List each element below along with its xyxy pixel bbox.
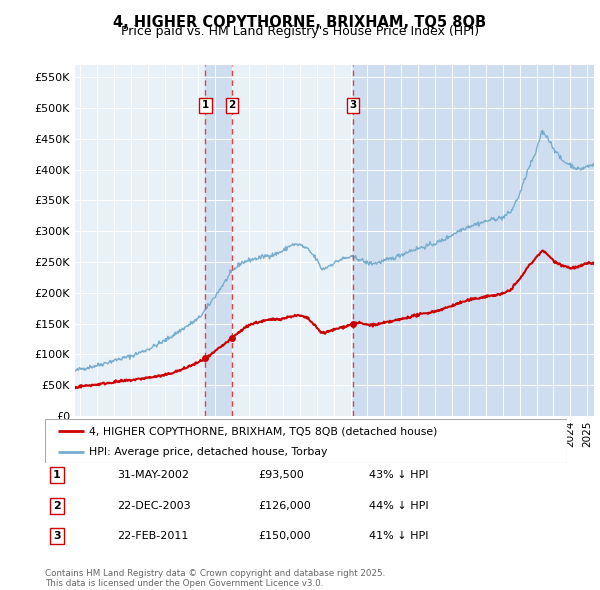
Text: 3: 3 [349,100,356,110]
Text: 1: 1 [202,100,209,110]
Text: 41% ↓ HPI: 41% ↓ HPI [369,532,428,541]
Text: 2: 2 [53,501,61,510]
Text: 22-DEC-2003: 22-DEC-2003 [117,501,191,510]
Text: £93,500: £93,500 [258,470,304,480]
Bar [205,65,232,416]
Bar [353,65,594,416]
Text: Contains HM Land Registry data © Crown copyright and database right 2025.
This d: Contains HM Land Registry data © Crown c… [45,569,385,588]
Text: 31-MAY-2002: 31-MAY-2002 [117,470,189,480]
Text: 22-FEB-2011: 22-FEB-2011 [117,532,188,541]
Text: 3: 3 [53,532,61,541]
Text: £150,000: £150,000 [258,532,311,541]
Text: 2: 2 [228,100,235,110]
Text: £126,000: £126,000 [258,501,311,510]
Text: Price paid vs. HM Land Registry's House Price Index (HPI): Price paid vs. HM Land Registry's House … [121,25,479,38]
Text: 44% ↓ HPI: 44% ↓ HPI [369,501,428,510]
Text: HPI: Average price, detached house, Torbay: HPI: Average price, detached house, Torb… [89,447,328,457]
Text: 43% ↓ HPI: 43% ↓ HPI [369,470,428,480]
Text: 4, HIGHER COPYTHORNE, BRIXHAM, TQ5 8QB: 4, HIGHER COPYTHORNE, BRIXHAM, TQ5 8QB [113,15,487,30]
Text: 1: 1 [53,470,61,480]
Text: 4, HIGHER COPYTHORNE, BRIXHAM, TQ5 8QB (detached house): 4, HIGHER COPYTHORNE, BRIXHAM, TQ5 8QB (… [89,427,438,436]
